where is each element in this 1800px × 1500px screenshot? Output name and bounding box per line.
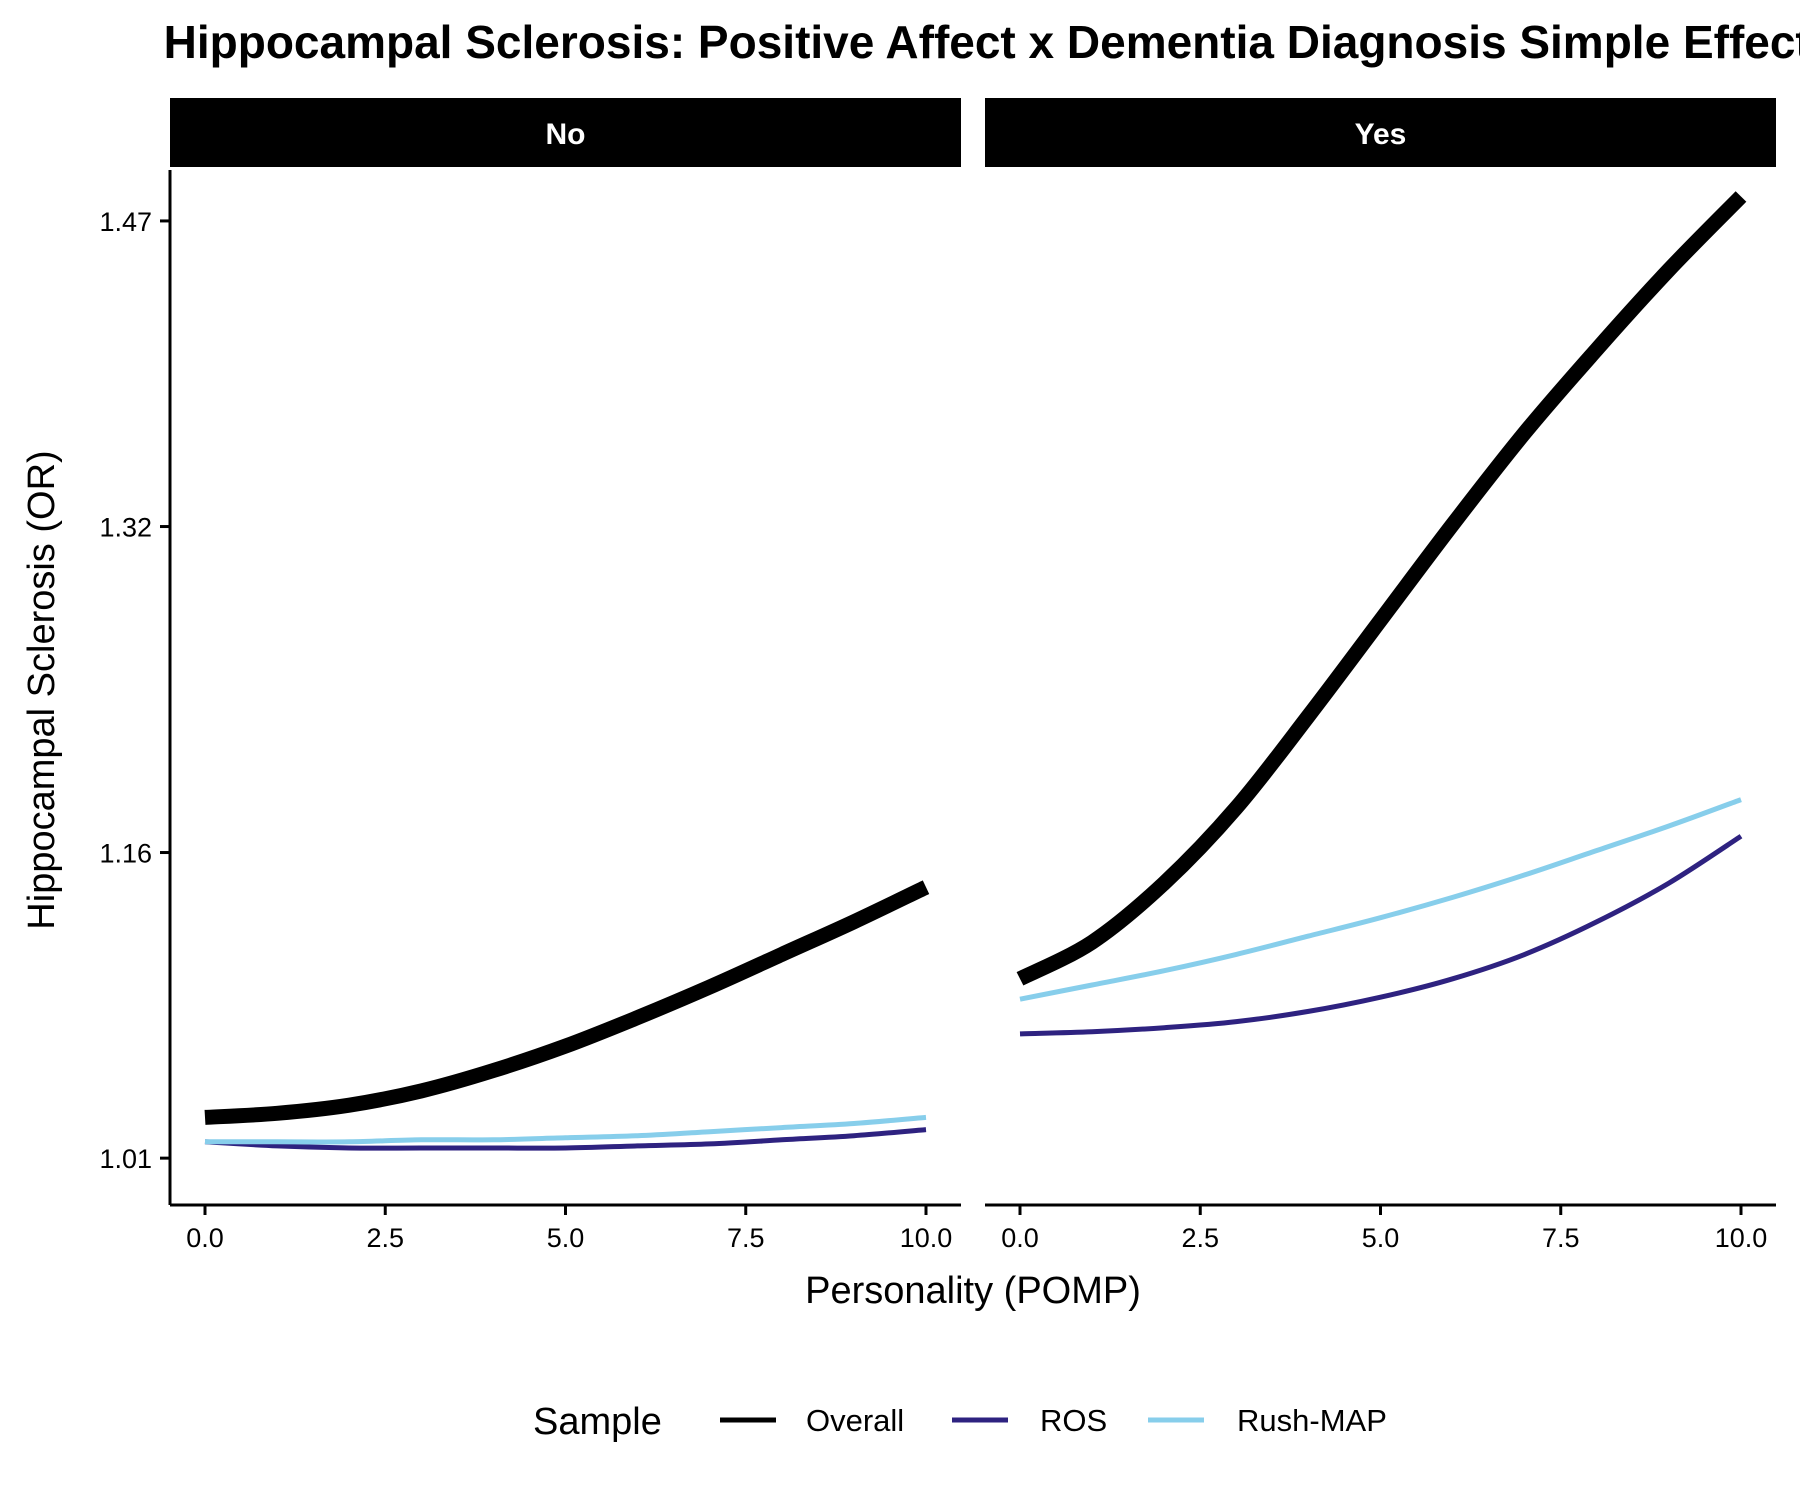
x-tick-label: 2.5 — [366, 1223, 404, 1253]
x-tick-label: 7.5 — [1542, 1223, 1580, 1253]
facet-strip — [985, 98, 1776, 167]
x-tick-label: 2.5 — [1181, 1223, 1219, 1253]
x-tick-label: 5.0 — [1362, 1223, 1400, 1253]
x-tick-label: 5.0 — [547, 1223, 585, 1253]
chart-title: Hippocampal Sclerosis: Positive Affect x… — [164, 16, 1800, 68]
legend-title: Sample — [533, 1401, 662, 1443]
y-tick-label: 1.32 — [99, 513, 152, 543]
x-tick-label: 7.5 — [727, 1223, 765, 1253]
legend-label-overall: Overall — [806, 1403, 904, 1438]
legend-label-ros: ROS — [1040, 1403, 1107, 1438]
facet-strip — [170, 98, 961, 167]
y-tick-label: 1.47 — [99, 207, 152, 237]
series-line-rush-map — [204, 1114, 927, 1145]
x-tick-label: 10.0 — [900, 1223, 953, 1253]
y-axis: 1.01 1.16 1.32 1.47 — [99, 170, 172, 1205]
facet-panel-yes: Yes 0.0 2.5 5.0 7.5 10.0 — [985, 98, 1776, 1253]
legend-label-rush-map: Rush-MAP — [1237, 1403, 1387, 1438]
y-tick-label: 1.01 — [99, 1144, 152, 1174]
facet-strip-label: Yes — [1355, 118, 1407, 151]
series-line-ros — [1019, 834, 1743, 1037]
facet-strip-label: No — [546, 118, 586, 151]
legend: Sample Overall ROS Rush-MAP — [533, 1401, 1387, 1443]
legend-items: Overall ROS Rush-MAP — [720, 1403, 1387, 1438]
series-line-ros — [204, 1127, 927, 1151]
series-line-overall — [1016, 191, 1747, 986]
y-tick-label: 1.16 — [99, 839, 152, 869]
x-axis-title: Personality (POMP) — [805, 1270, 1141, 1312]
x-tick-label: 0.0 — [186, 1223, 224, 1253]
series-line-rush-map — [1019, 797, 1742, 1002]
y-axis-title: Hippocampal Sclerosis (OR) — [21, 450, 63, 929]
x-tick-label: 0.0 — [1001, 1223, 1039, 1253]
facet-panels: No 0.0 2.5 5.0 7.5 10.0 Yes 0.0 2.5 5.0 7.5 10.0 — [170, 98, 1776, 1253]
x-tick-label: 10.0 — [1715, 1223, 1768, 1253]
series-line-overall — [204, 880, 930, 1125]
facet-panel-no: No 0.0 2.5 5.0 7.5 10.0 — [170, 98, 961, 1253]
